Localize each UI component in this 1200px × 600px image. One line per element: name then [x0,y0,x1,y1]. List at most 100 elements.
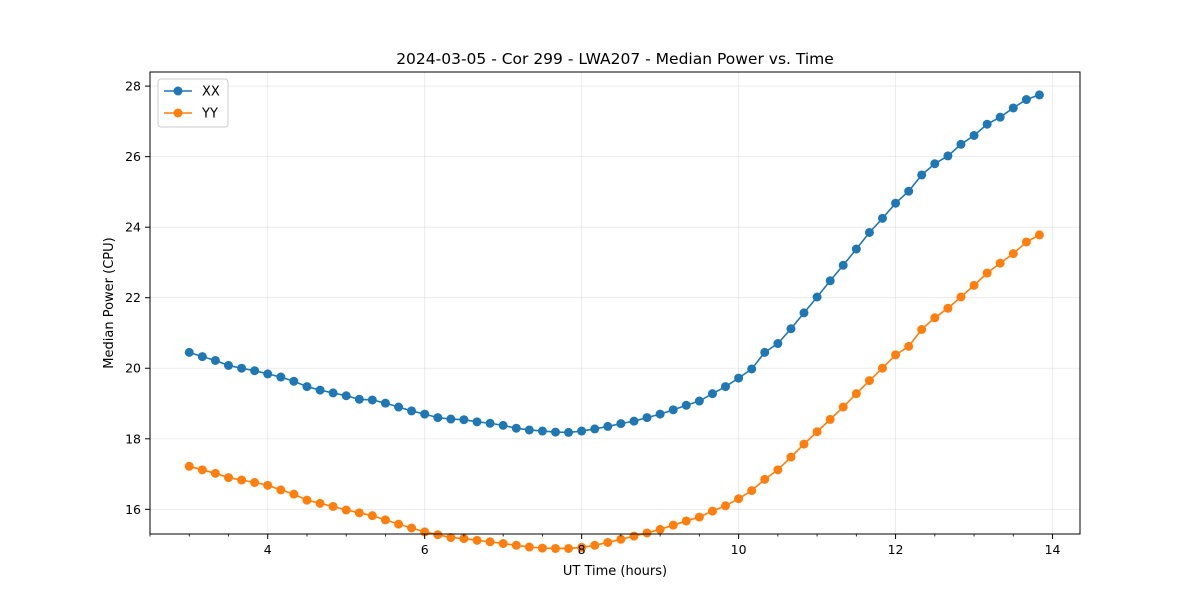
data-point-xx [564,427,574,437]
x-tick-label: 10 [731,542,747,557]
data-point-xx [891,198,901,208]
data-point-yy [446,533,456,543]
data-point-xx [551,427,561,437]
data-point-xx [982,119,992,129]
data-point-xx [590,424,600,434]
data-point-xx [943,151,953,161]
data-point-xx [197,352,207,362]
data-point-yy [289,489,299,499]
data-point-yy [459,534,469,544]
data-point-xx [210,355,220,365]
legend-label-xx: XX [202,85,220,100]
legend-item-xx: XX [164,85,220,100]
data-point-yy [891,350,901,360]
data-point-xx [681,400,691,410]
data-point-xx [969,130,979,140]
data-point-xx [930,159,940,169]
data-point-yy [302,495,312,505]
data-point-xx [825,276,835,286]
data-point-xx [694,396,704,406]
data-point-yy [773,465,783,475]
data-point-yy [551,543,561,553]
legend-item-yy: YY [164,107,218,122]
data-point-xx [537,426,547,436]
data-point-yy [1008,249,1018,259]
y-tick-label: 22 [125,290,141,305]
data-point-xx [420,409,430,419]
data-point-yy [838,402,848,412]
data-point-xx [721,382,731,392]
legend-marker-yy [173,108,183,118]
data-point-yy [250,478,260,488]
data-point-xx [799,308,809,318]
data-point-yy [734,494,744,504]
x-axis-label: UT Time (hours) [563,564,667,579]
data-point-xx [498,420,508,430]
data-point-yy [930,313,940,323]
data-point-yy [969,280,979,290]
data-point-xx [668,405,678,415]
plot-frame [149,71,1081,535]
data-point-xx [1034,90,1044,100]
data-point-yy [917,324,927,334]
data-point-yy [786,452,796,462]
y-tick-label: 20 [125,361,141,376]
data-point-yy [1021,237,1031,247]
series-xx [184,90,1044,437]
data-point-xx [904,186,914,196]
x-tick-label: 6 [421,542,429,557]
data-point-xx [407,406,417,416]
data-point-yy [904,341,914,351]
data-point-yy [394,519,404,529]
data-point-yy [263,480,273,490]
x-tick-label: 4 [264,542,272,557]
data-point-yy [760,474,770,484]
data-point-yy [485,537,495,547]
data-point-xx [341,391,351,401]
data-point-xx [276,372,286,382]
data-point-yy [642,528,652,538]
data-point-xx [577,426,587,436]
data-point-xx [367,395,377,405]
data-point-yy [747,486,757,496]
axes: 4 6 8 10 12 14 16 18 20 22 24 26 28 [125,71,1081,557]
data-point-xx [877,213,887,223]
chart-title: 2024-03-05 - Cor 299 - LWA207 - Median P… [396,50,834,68]
data-point-xx [394,402,404,412]
data-point-xx [289,376,299,386]
data-point-yy [681,516,691,526]
data-point-xx [328,388,338,398]
data-point-yy [223,473,233,483]
data-point-xx [629,416,639,426]
data-point-yy [276,485,286,495]
data-point-yy [433,530,443,540]
data-point-xx [223,360,233,370]
data-point-xx [184,347,194,357]
legend: XX YY [157,78,229,128]
y-tick-label: 26 [125,149,141,164]
grid-lines [150,72,1080,534]
data-point-yy [694,512,704,522]
data-point-xx [315,385,325,395]
data-point-xx [707,389,717,399]
data-point-xx [354,394,364,404]
data-point-xx [786,324,796,334]
data-point-yy [825,414,835,424]
data-point-yy [707,506,717,516]
data-point-xx [263,369,273,379]
data-point-yy [184,461,194,471]
data-point-yy [407,523,417,533]
data-point-xx [642,413,652,423]
data-point-yy [956,292,966,302]
data-point-xx [616,419,626,429]
data-point-xx [864,227,874,237]
data-point-xx [603,421,613,431]
data-point-yy [380,515,390,525]
data-point-xx [524,425,534,435]
data-point-xx [773,339,783,349]
y-axis-label: Median Power (CPU) [102,237,117,368]
data-point-xx [838,260,848,270]
data-point-xx [380,398,390,408]
data-point-xx [851,244,861,254]
